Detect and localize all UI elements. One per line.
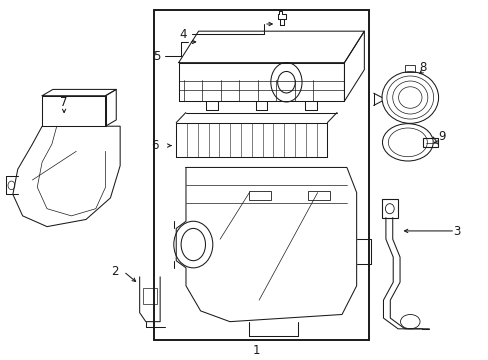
Bar xyxy=(154,10,368,339)
Bar xyxy=(405,64,414,72)
Text: 6: 6 xyxy=(151,139,159,152)
Bar xyxy=(423,138,437,147)
Text: 3: 3 xyxy=(452,225,459,238)
Bar xyxy=(249,191,271,200)
Text: 2: 2 xyxy=(111,265,119,278)
Text: 4: 4 xyxy=(180,28,187,41)
Text: 8: 8 xyxy=(418,60,426,73)
Text: 1: 1 xyxy=(252,344,260,357)
Bar xyxy=(307,191,329,200)
Text: 9: 9 xyxy=(437,130,445,144)
Text: 5: 5 xyxy=(153,50,160,63)
Bar xyxy=(381,199,397,218)
Text: 7: 7 xyxy=(60,96,68,109)
Bar xyxy=(142,288,157,304)
